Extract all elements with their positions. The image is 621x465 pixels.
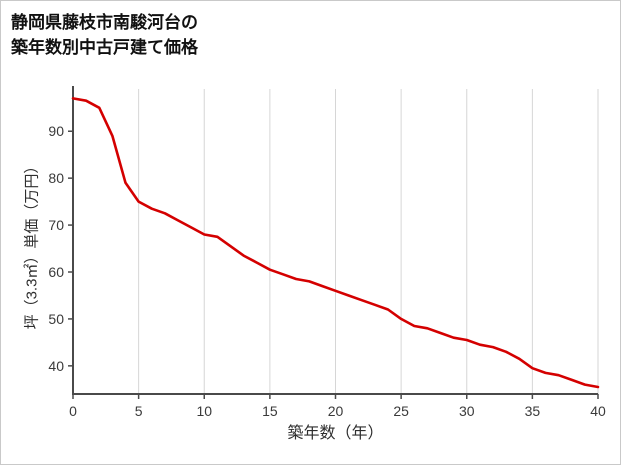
x-tick-label: 5 [135, 403, 143, 419]
y-tick-label: 80 [48, 170, 64, 186]
chart-title-line1: 静岡県藤枝市南駿河台の [11, 13, 198, 32]
x-tick-label: 10 [196, 403, 212, 419]
x-tick-label: 20 [328, 403, 344, 419]
y-tick-label: 40 [48, 358, 64, 374]
y-tick-label: 70 [48, 217, 64, 233]
price-line [71, 97, 600, 389]
chart-title: 静岡県藤枝市南駿河台の 築年数別中古戸建て価格 [11, 11, 198, 60]
y-tick-label: 60 [48, 264, 64, 280]
x-tick-label: 40 [590, 403, 606, 419]
x-tick-label: 15 [262, 403, 278, 419]
y-tick-label: 50 [48, 311, 64, 327]
x-axis-label: 築年数（年） [287, 425, 384, 442]
x-tick-label: 25 [393, 403, 409, 419]
y-tick-label: 90 [48, 123, 64, 139]
x-tick-label: 30 [459, 403, 475, 419]
x-tick-label: 35 [525, 403, 541, 419]
chart-title-line2: 築年数別中古戸建て価格 [11, 37, 198, 57]
x-tick-label: 0 [69, 403, 77, 419]
